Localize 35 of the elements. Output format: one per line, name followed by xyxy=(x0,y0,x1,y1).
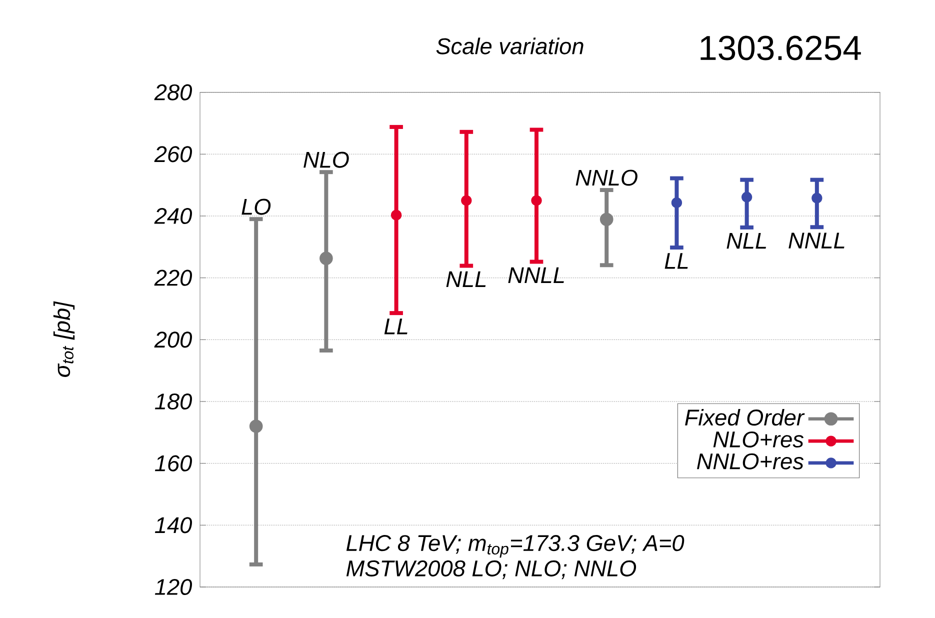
annotation: LHC 8 TeV; m$_{top}$=173.3 GeV; A=0 xyxy=(346,535,684,558)
y-tick-label: 200 xyxy=(154,332,192,348)
point xyxy=(320,252,333,266)
y-tick-label: 120 xyxy=(154,578,192,596)
y-tick-label: 240 xyxy=(154,208,192,224)
y-tick-label: 280 xyxy=(154,84,192,100)
x-tick-label: NNLO xyxy=(576,170,638,186)
y-tick-label: 220 xyxy=(154,270,192,286)
x-tick-label: NLL xyxy=(726,233,766,249)
point xyxy=(461,195,472,206)
y-axis-title: σ$_{tot}$ [pb] xyxy=(53,301,75,377)
point xyxy=(600,212,614,226)
legend-label: Fixed Order xyxy=(685,408,805,426)
x-tick-label: NLO xyxy=(304,152,349,168)
legend-label: NLO+res xyxy=(713,431,804,448)
point xyxy=(812,192,822,204)
x-tick-label: NNLL xyxy=(508,267,564,283)
y-tick-label: 160 xyxy=(154,455,192,472)
chart-title: Scale variation xyxy=(436,38,584,54)
x-tick-label: LL xyxy=(664,253,688,269)
x-tick-label: NNLL xyxy=(788,232,844,248)
y-tick-label: 180 xyxy=(154,393,192,410)
point xyxy=(390,210,402,220)
y-tick-label: 260 xyxy=(154,146,192,162)
y-tick-label: 140 xyxy=(154,517,192,534)
x-tick-label: NLL xyxy=(446,271,486,287)
point xyxy=(249,420,263,433)
legend-label: NNLO+res xyxy=(696,453,804,470)
point xyxy=(531,195,542,206)
point xyxy=(671,197,682,208)
point xyxy=(741,192,752,202)
text: 1303.6254 xyxy=(700,36,861,60)
x-tick-label: LL xyxy=(384,318,408,334)
annotation: MSTW2008 LO; NLO; NNLO xyxy=(346,560,636,580)
x-tick-label: LO xyxy=(242,198,271,215)
